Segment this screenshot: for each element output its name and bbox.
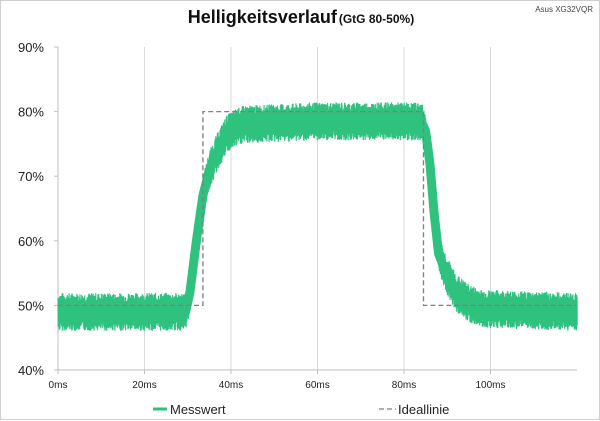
chart-title-block: Helligkeitsverlauf (GtG 80-50%): [1, 7, 600, 28]
x-tick-label: 80ms: [392, 380, 416, 391]
legend-messwert-label: Messwert: [170, 402, 226, 417]
legend-ideallinie-label: Ideallinie: [398, 402, 449, 417]
y-tick-label: 40%: [18, 363, 44, 378]
x-tick-label: 20ms: [132, 380, 156, 391]
watermark-label: Asus XG32VQR: [535, 5, 593, 14]
y-tick-label: 90%: [18, 40, 44, 55]
series-messwert-line: [58, 116, 578, 317]
y-tick-label: 70%: [18, 169, 44, 184]
y-tick-label: 60%: [18, 234, 44, 249]
y-tick-label: 80%: [18, 105, 44, 120]
chart-subtitle: (GtG 80-50%): [338, 12, 415, 26]
y-tick-label: 50%: [18, 298, 44, 313]
x-tick-label: 40ms: [219, 380, 243, 391]
x-tick-label: 100ms: [475, 380, 505, 391]
x-tick-label: 60ms: [305, 380, 329, 391]
x-tick-label: 0ms: [49, 380, 68, 391]
chart-title: Helligkeitsverlauf: [187, 7, 337, 27]
series-ideallinie-line: [58, 110, 577, 307]
